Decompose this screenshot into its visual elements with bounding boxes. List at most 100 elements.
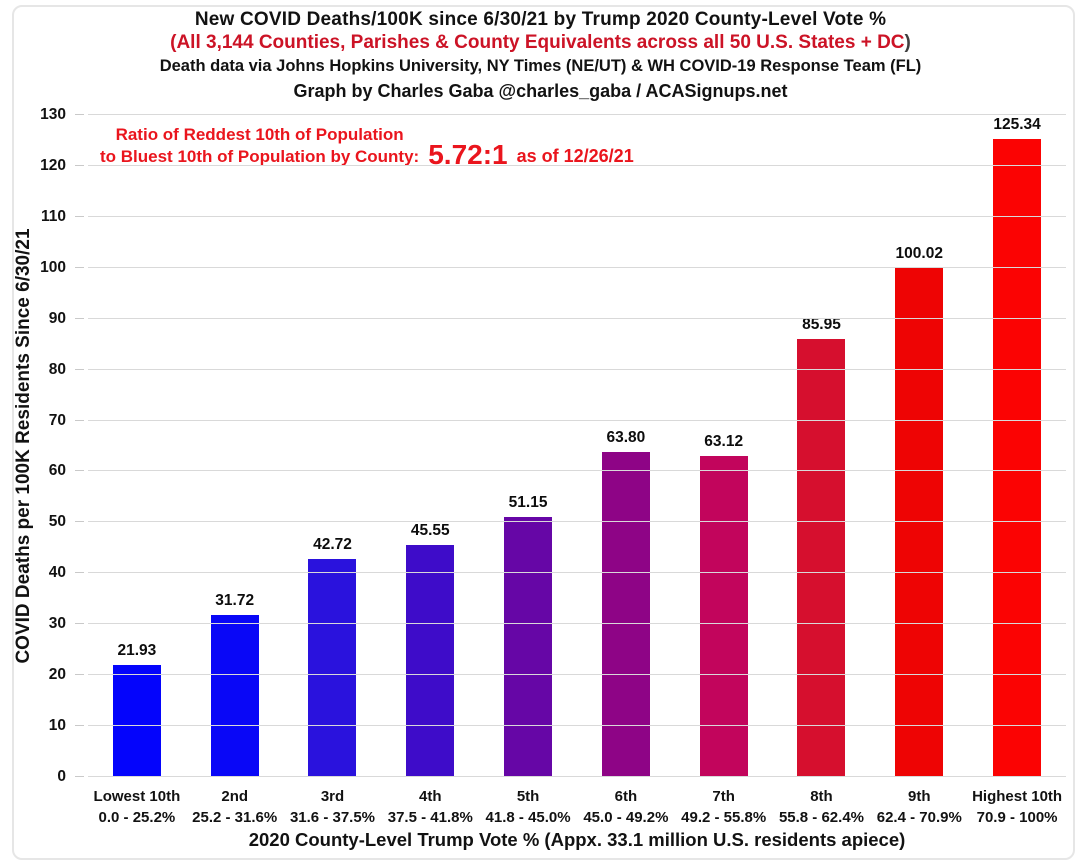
x-category-label: 6th 45.0 - 49.2% — [577, 786, 675, 828]
y-axis-tick — [75, 725, 84, 727]
y-axis-tick-label: 20 — [48, 666, 66, 684]
x-category-label: Lowest 10th 0.0 - 25.2% — [88, 786, 186, 828]
bar: 42.72 — [308, 536, 357, 777]
y-axis-tick-label: 0 — [57, 768, 66, 785]
gridline — [88, 419, 1066, 421]
gridline — [88, 674, 1066, 676]
gridline — [88, 114, 1066, 115]
bar-value-label: 42.72 — [313, 536, 352, 554]
bar-value-label: 21.93 — [117, 642, 157, 660]
gridline — [88, 368, 1066, 370]
gridline — [88, 215, 1066, 217]
bar-slot: 63.80 — [577, 115, 675, 777]
gridline — [88, 521, 1066, 523]
bar-slot: 42.72 — [284, 115, 382, 777]
x-category-name: Highest 10th — [972, 788, 1063, 805]
y-axis-tick-label: 60 — [48, 462, 66, 480]
bar: 85.95 — [797, 316, 846, 777]
ratio-annotation-line2: to Bluest 10th of Population by County: — [100, 147, 420, 167]
bar: 63.80 — [601, 429, 650, 777]
credit-line: Graph by Charles Gaba @charles_gaba / AC… — [293, 81, 788, 101]
y-axis-tick — [75, 215, 84, 217]
bar: 45.55 — [406, 522, 455, 777]
x-category-label: 5th 41.8 - 45.0% — [479, 786, 577, 828]
y-axis-tick — [75, 674, 84, 676]
x-axis-category-labels: Lowest 10th 0.0 - 25.2% 2nd 25.2 - 31.6% 3rd… — [88, 786, 1066, 828]
x-axis-title: 2020 County-Level Trump Vote % (Appx. 33… — [248, 829, 906, 850]
data-source-line: Death data via Johns Hopkins University,… — [159, 57, 922, 75]
y-axis-tick — [75, 419, 84, 421]
gridline — [88, 266, 1066, 268]
bar-value-label: 85.95 — [802, 316, 841, 334]
y-axis-tick — [75, 266, 84, 268]
y-axis-tick — [75, 368, 84, 370]
gridline — [88, 470, 1066, 472]
x-category-name: 7th — [712, 788, 735, 805]
x-category-label: 2nd 25.2 - 31.6% — [186, 786, 284, 828]
bar-slot: 31.72 — [186, 115, 284, 777]
x-category-range: 55.8 - 62.4% — [778, 809, 864, 826]
bar-slot: 100.02 — [870, 115, 968, 777]
x-category-label: 4th 37.5 - 41.8% — [381, 786, 479, 828]
chart-subtitle-text: (All 3,144 Counties, Parishes & County E… — [170, 32, 905, 53]
x-category-name: 9th — [908, 788, 931, 805]
x-category-range: 45.0 - 49.2% — [583, 809, 669, 826]
y-axis-tick-label: 130 — [40, 106, 66, 123]
x-category-range: 31.6 - 37.5% — [289, 809, 376, 826]
bar-value-label: 125.34 — [993, 115, 1041, 133]
y-axis-tick — [75, 521, 84, 523]
y-axis-tick-label: 50 — [48, 513, 66, 531]
bar-value-label: 51.15 — [508, 493, 548, 511]
bar: 63.12 — [699, 433, 748, 777]
x-category-range: 25.2 - 31.6% — [192, 809, 278, 826]
x-category-range: 41.8 - 45.0% — [485, 809, 571, 826]
ratio-as-of-date: as of 12/26/21 — [516, 146, 634, 167]
bar-value-label: 100.02 — [895, 244, 943, 262]
y-axis-tick — [75, 776, 84, 777]
ratio-annotation: Ratio of Reddest 10th of Population to B… — [100, 124, 634, 168]
y-axis-tick-label: 110 — [40, 207, 66, 225]
y-axis-tick-label: 90 — [48, 309, 66, 327]
y-axis-tick — [75, 114, 84, 115]
y-axis-tick — [75, 623, 84, 625]
x-category-name: 4th — [419, 788, 442, 805]
chart-header: New COVID Deaths/100K since 6/30/21 by T… — [0, 9, 1081, 102]
bar-value-label: 63.12 — [704, 432, 744, 450]
chart-subtitle: (All 3,144 Counties, Parishes & County E… — [0, 32, 1081, 54]
bar-slot: 51.15 — [479, 115, 577, 777]
y-axis-tick-label: 30 — [48, 615, 66, 633]
bar-slot: 45.55 — [381, 115, 479, 777]
bar-value-label: 31.72 — [215, 592, 255, 610]
x-category-label: 8th 55.8 - 62.4% — [773, 786, 871, 828]
x-category-name: Lowest 10th — [93, 788, 181, 805]
x-category-label: 9th 62.4 - 70.9% — [870, 786, 968, 828]
y-axis-tick — [75, 317, 84, 319]
x-category-range: 70.9 - 100% — [976, 809, 1058, 826]
bar-slot: 21.93 — [88, 115, 186, 777]
y-axis-tick — [75, 470, 84, 472]
y-axis-tick — [75, 572, 84, 574]
bar-value-label: 63.80 — [606, 429, 646, 447]
y-axis-tick-label: 70 — [48, 411, 66, 429]
y-axis-tick-label: 100 — [40, 258, 66, 276]
bar: 21.93 — [112, 642, 161, 777]
y-axis-tick — [75, 164, 84, 166]
x-category-name: 6th — [614, 788, 638, 805]
bar: 31.72 — [210, 592, 259, 777]
x-category-label: 7th 49.2 - 55.8% — [675, 786, 773, 828]
ratio-annotation-label: Ratio of Reddest 10th of Population to B… — [100, 124, 419, 168]
x-category-range: 49.2 - 55.8% — [681, 809, 767, 826]
x-category-range: 37.5 - 41.8% — [387, 809, 473, 826]
y-axis-tick-label: 40 — [48, 564, 66, 582]
bar-slot: 63.12 — [675, 115, 773, 777]
gridline — [88, 776, 1066, 777]
x-category-range: 62.4 - 70.9% — [876, 809, 962, 826]
gridline — [88, 572, 1066, 574]
gridline — [88, 623, 1066, 625]
x-category-name: 8th — [810, 788, 833, 805]
ratio-value: 5.72:1 — [428, 138, 508, 170]
gridline — [88, 725, 1066, 727]
gridline — [88, 317, 1066, 319]
bar-slot: 125.34 — [968, 115, 1066, 777]
chart-title: New COVID Deaths/100K since 6/30/21 by T… — [194, 9, 887, 30]
